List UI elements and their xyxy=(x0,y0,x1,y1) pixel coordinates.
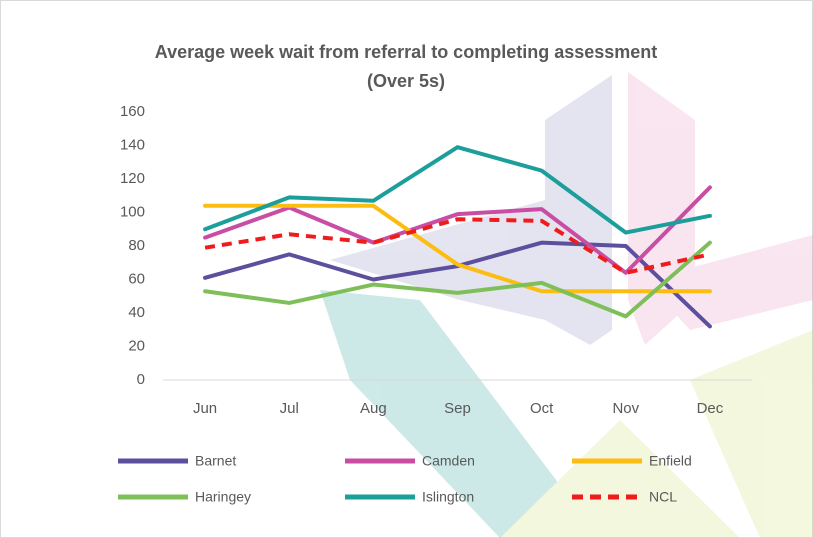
y-tick-label: 0 xyxy=(137,371,145,388)
chart-title: Average week wait from referral to compl… xyxy=(155,42,658,62)
x-tick-label: Sep xyxy=(444,400,471,417)
legend-label: NCL xyxy=(649,489,677,505)
y-tick-label: 160 xyxy=(120,103,145,120)
y-tick-label: 80 xyxy=(128,237,145,254)
chart-title: (Over 5s) xyxy=(367,71,445,91)
series-line xyxy=(204,217,711,275)
x-tick-label: Aug xyxy=(360,400,387,417)
legend-label: Islington xyxy=(422,489,474,505)
y-tick-label: 100 xyxy=(120,203,145,220)
legend-label: Enfield xyxy=(649,453,692,469)
series-line xyxy=(203,203,712,294)
y-tick-label: 20 xyxy=(128,337,145,354)
x-tick-label: Oct xyxy=(530,400,554,417)
y-tick-label: 40 xyxy=(128,304,145,321)
legend-label: Barnet xyxy=(195,453,236,469)
x-tick-label: Jul xyxy=(280,400,299,417)
x-tick-label: Nov xyxy=(612,400,639,417)
y-tick-label: 120 xyxy=(120,170,145,187)
x-tick-label: Jun xyxy=(193,400,217,417)
y-tick-label: 140 xyxy=(120,136,145,153)
y-tick-label: 60 xyxy=(128,270,145,287)
legend-label: Haringey xyxy=(195,489,251,505)
legend-label: Camden xyxy=(422,453,475,469)
series-line xyxy=(203,240,712,319)
series-line xyxy=(203,145,712,235)
x-tick-label: Dec xyxy=(697,400,724,417)
